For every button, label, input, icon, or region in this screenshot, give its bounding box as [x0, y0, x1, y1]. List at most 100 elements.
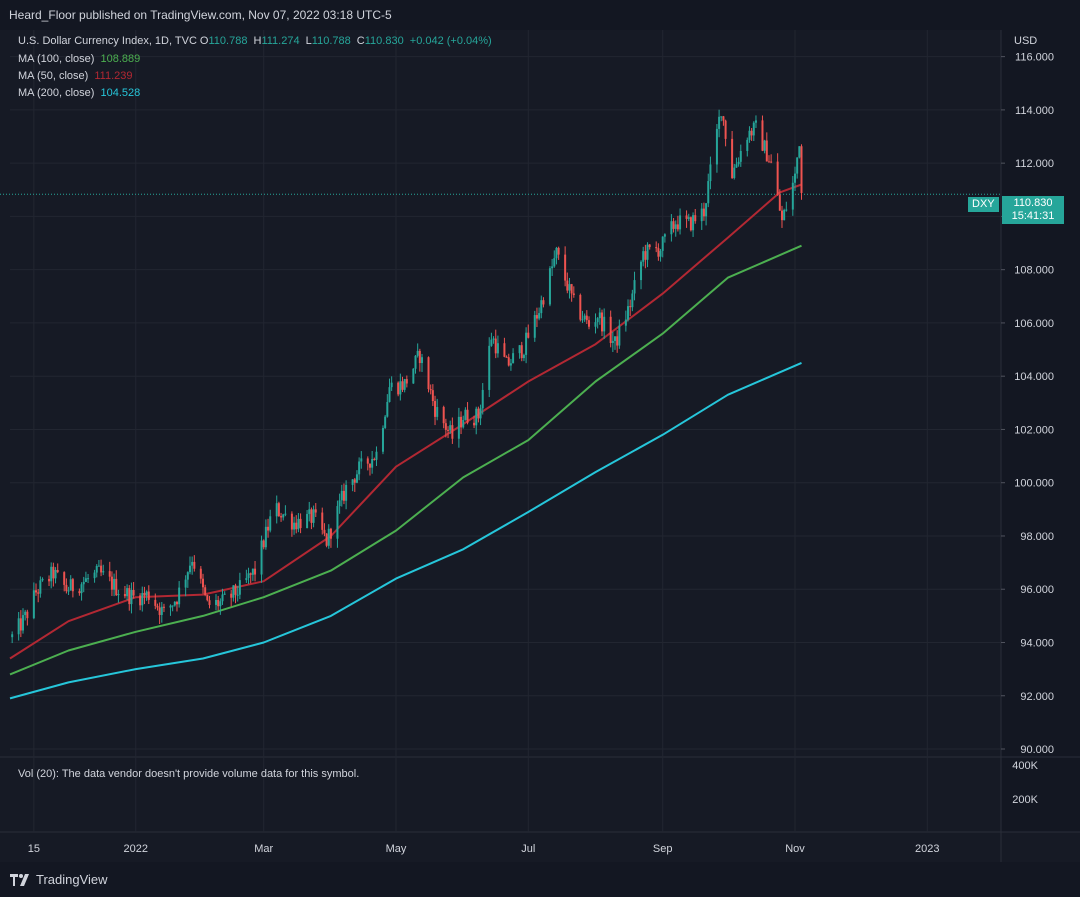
legend-ma50-row[interactable]: MA (50, close) 111.239 — [18, 70, 136, 82]
candle-body — [67, 590, 70, 592]
candle-body — [184, 579, 187, 588]
candle-body — [700, 208, 703, 222]
candle-body — [564, 254, 567, 281]
candle-body — [130, 589, 133, 605]
candle-body — [329, 528, 332, 539]
tradingview-brand: TradingView — [36, 872, 108, 887]
candle-body — [707, 181, 710, 204]
candle-body — [147, 591, 150, 600]
candle-body — [477, 408, 480, 419]
candle-body — [648, 244, 651, 248]
y-tick-label: 102.000 — [1014, 424, 1054, 436]
candle-body — [715, 128, 718, 165]
candle-body — [234, 585, 237, 595]
candle-body — [720, 116, 723, 118]
candle-body — [208, 600, 211, 605]
candle-body — [457, 416, 460, 439]
candle-body — [685, 215, 688, 219]
legend-c-label: C — [356, 35, 365, 47]
volume-tick-label: 200K — [1012, 794, 1038, 806]
legend-ma200-row[interactable]: MA (200, close) 104.528 — [18, 87, 143, 99]
candle-body — [293, 522, 296, 530]
candle-body — [427, 357, 430, 390]
candle-body — [123, 594, 126, 597]
candle-body — [518, 345, 521, 354]
candle-body — [143, 592, 146, 596]
candle-body — [767, 161, 770, 163]
candle-body — [327, 528, 330, 546]
candle-body — [267, 526, 270, 531]
legend-ma100-value: 108.889 — [100, 53, 141, 65]
volume-tick-label: 400K — [1012, 760, 1038, 772]
candle-body — [219, 601, 222, 607]
candle-body — [462, 420, 465, 428]
candle-body — [173, 601, 176, 606]
candle-body — [54, 569, 57, 579]
candle-body — [525, 332, 528, 355]
candle-body — [26, 611, 29, 619]
candle-body — [449, 425, 452, 431]
candle-body — [661, 236, 664, 251]
candle-body — [290, 513, 293, 530]
candle-body — [269, 516, 272, 531]
tradingview-logo[interactable]: TradingView — [10, 872, 108, 887]
legend-low-value: 110.788 — [311, 35, 351, 47]
plot-background — [0, 30, 1001, 832]
candle-body — [464, 409, 467, 421]
volume-note: Vol (20): The data vendor doesn't provid… — [18, 768, 360, 780]
candle-body — [644, 251, 647, 260]
candle-body — [780, 210, 783, 221]
candle-body — [778, 194, 781, 211]
candle-body — [312, 509, 315, 523]
candle-body — [117, 594, 120, 596]
candle-body — [115, 578, 118, 596]
candle-body — [460, 416, 463, 428]
candle-body — [204, 587, 207, 595]
candle-body — [95, 565, 98, 573]
candle-body — [284, 513, 287, 515]
candle-body — [336, 506, 339, 539]
candle-body — [397, 382, 400, 395]
candle-body — [579, 295, 582, 320]
symbol-price-label: DXY — [968, 197, 999, 212]
candle-body — [405, 379, 408, 384]
grid — [0, 30, 1080, 862]
candle-body — [314, 509, 317, 513]
candle-body — [540, 300, 543, 314]
candle-body — [110, 576, 113, 590]
candle-body — [752, 122, 755, 136]
candle-body — [624, 319, 627, 326]
candle-body — [494, 338, 497, 354]
candle-body — [783, 209, 786, 221]
legend-ma50-label: MA (50, close) — [18, 70, 89, 82]
legend-ma100-row[interactable]: MA (100, close) 108.889 — [18, 53, 143, 65]
candle-body — [48, 578, 51, 582]
candle-body — [718, 116, 721, 129]
candle-body — [646, 244, 649, 260]
candle-body — [633, 280, 636, 294]
candle-body — [731, 138, 734, 178]
candle-body — [160, 606, 163, 615]
candle-body — [694, 215, 697, 222]
candle-body — [108, 571, 111, 577]
candle-body — [598, 312, 601, 319]
candle-body — [217, 599, 220, 607]
footer-bar — [0, 862, 1080, 897]
candle-body — [19, 618, 22, 631]
candle-body — [22, 615, 25, 631]
candle-body — [436, 407, 439, 417]
candle-body — [733, 167, 736, 178]
candle-body — [230, 593, 233, 598]
candle-body — [24, 611, 27, 616]
x-tick-label: May — [386, 843, 407, 855]
candle-body — [342, 490, 345, 501]
candle-body — [542, 300, 545, 305]
currency-label: USD — [1014, 35, 1037, 47]
candle-body — [509, 363, 512, 366]
candle-body — [41, 578, 44, 581]
ma200-line — [9, 361, 802, 700]
candle-body — [754, 120, 757, 123]
y-tick-label: 116.000 — [1015, 52, 1054, 64]
candle-body — [520, 345, 523, 359]
